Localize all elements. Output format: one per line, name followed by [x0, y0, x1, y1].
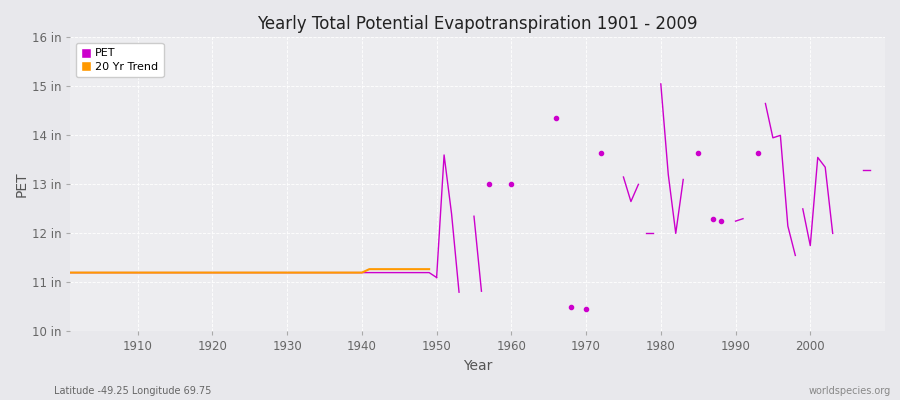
- Text: worldspecies.org: worldspecies.org: [809, 386, 891, 396]
- Y-axis label: PET: PET: [15, 172, 29, 197]
- X-axis label: Year: Year: [463, 359, 492, 373]
- Legend: PET, 20 Yr Trend: PET, 20 Yr Trend: [76, 43, 164, 77]
- Title: Yearly Total Potential Evapotranspiration 1901 - 2009: Yearly Total Potential Evapotranspiratio…: [257, 15, 698, 33]
- Text: Latitude -49.25 Longitude 69.75: Latitude -49.25 Longitude 69.75: [54, 386, 212, 396]
